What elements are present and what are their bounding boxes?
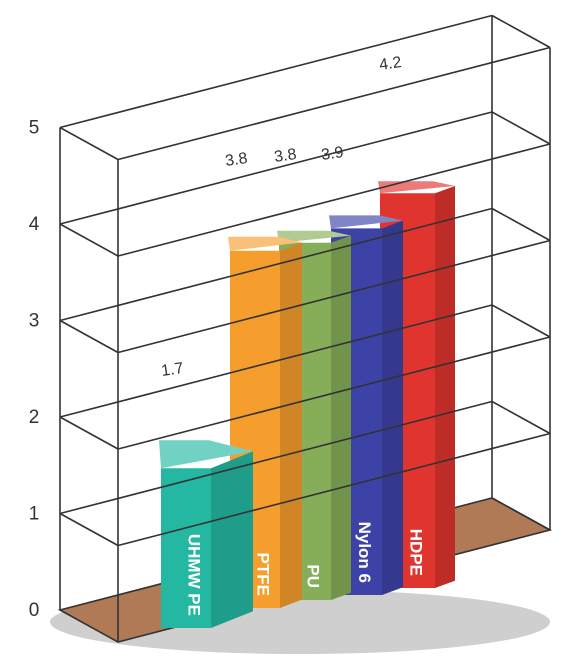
- y-tick-label: 2: [29, 407, 40, 428]
- bar-value-label: 3.8: [273, 146, 297, 166]
- gridline-right-depth: [491, 304, 551, 338]
- bar-top-face: [277, 230, 351, 243]
- y-tick-label: 0: [29, 600, 40, 621]
- bar-category-label: Nylon 6: [355, 522, 374, 583]
- bar-category-label: PTFE: [254, 553, 273, 596]
- bar-category-label: UHMW PE: [185, 534, 204, 616]
- gridline-left-depth: [59, 416, 119, 450]
- y-tick-label: 1: [29, 504, 40, 525]
- bar-side-face: [331, 235, 351, 600]
- bar-value-label: 4.2: [378, 54, 402, 74]
- grid-back: [117, 14, 551, 642]
- gridline-front: [117, 46, 551, 161]
- gridline-left-depth: [59, 319, 119, 354]
- y-tick-label: 5: [29, 118, 40, 139]
- bar-side-face: [435, 186, 455, 588]
- bar-category-label: HDPE: [406, 529, 425, 576]
- gridline-front: [117, 239, 551, 354]
- gridline-left-depth: [59, 126, 119, 161]
- gridline-left-depth: [59, 223, 119, 257]
- gridline-right-depth: [491, 111, 551, 145]
- bar-category-label: PU: [304, 564, 323, 588]
- gridline-front: [117, 432, 551, 547]
- gridline-back-wall: [59, 400, 493, 515]
- gridline-back-wall: [59, 207, 493, 322]
- y-tick-label: 4: [29, 214, 40, 235]
- grid-front: [59, 14, 551, 610]
- bar-top-face: [228, 236, 302, 251]
- value-labels: 4.2 3.9 3.8 3.8 1.7: [160, 54, 402, 380]
- bar-value-label: 3.8: [224, 150, 248, 170]
- gridline-right-depth: [491, 400, 551, 435]
- gridline-right-depth: [491, 497, 551, 531]
- gridline-back-wall: [59, 111, 493, 225]
- gridline-left-depth: [59, 512, 119, 547]
- bar-top-face: [159, 440, 253, 469]
- y-axis-ticks: 0 1 2 3 4 5: [29, 118, 40, 622]
- bar-0: UHMW PE: [159, 440, 253, 628]
- gridline-back-wall: [59, 14, 493, 129]
- gridline-right-depth: [491, 14, 551, 49]
- bars: HDPE Nylon 6 PU PTFE UHMW PE: [159, 181, 455, 628]
- bar-side-face: [382, 220, 403, 595]
- gridline-front: [117, 336, 551, 450]
- bar-top-face: [329, 215, 403, 229]
- bar-front-face: [161, 468, 211, 628]
- bar-value-label: 1.7: [160, 360, 184, 380]
- bar-side-face: [211, 451, 253, 628]
- bar-side-face: [280, 242, 302, 608]
- bar-value-label: 3.9: [320, 144, 344, 164]
- gridline-front: [117, 143, 551, 257]
- gridline-back-wall: [59, 304, 493, 418]
- bar-1: PTFE: [228, 236, 302, 609]
- gridline-right-depth: [491, 207, 551, 242]
- y-tick-label: 3: [29, 311, 40, 332]
